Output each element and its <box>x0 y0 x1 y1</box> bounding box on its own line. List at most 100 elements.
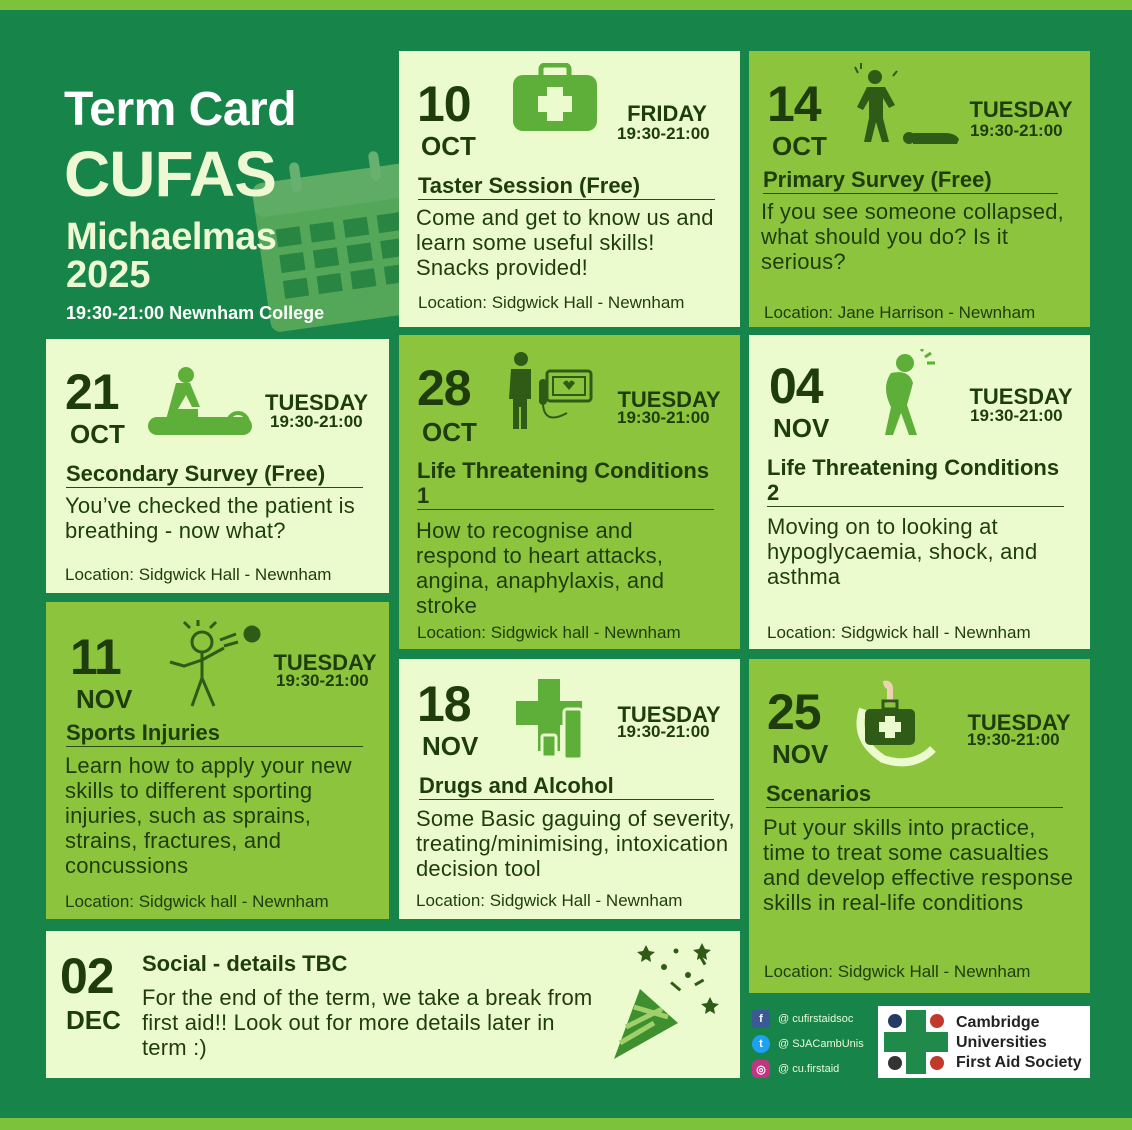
facebook-icon: f <box>752 1010 770 1028</box>
event-card-10-oct: 10 OCT FRIDAY 19:30-21:00 Taster Session… <box>399 51 740 327</box>
event-card-11-nov: 11 NOV TUESDAY 19:30-21:00 Sports Injuri… <box>46 602 389 919</box>
event-weekday: TUESDAY <box>273 650 377 675</box>
top-accent-bar <box>0 0 1132 10</box>
event-month: NOV <box>773 413 830 443</box>
event-title: Scenarios <box>766 781 1063 808</box>
social-handle: @ cu.firstaid <box>778 1063 840 1075</box>
event-time: 19:30-21:00 <box>970 121 1063 140</box>
instagram-icon: ◎ <box>752 1060 770 1078</box>
event-weekday: FRIDAY <box>627 101 707 126</box>
event-description: Some Basic gaguing of severity, treating… <box>416 806 735 881</box>
event-location: Location: Sidgwick Hall - Newnham <box>764 962 1031 981</box>
heart-attack-icon <box>509 352 593 429</box>
event-description: How to recognise and respond to heart at… <box>416 518 665 618</box>
event-day: 28 <box>417 360 472 416</box>
event-day: 04 <box>769 358 824 414</box>
event-description: You’ve checked the patient is breathing … <box>65 493 355 543</box>
event-weekday: TUESDAY <box>969 384 1073 409</box>
event-weekday: TUESDAY <box>617 387 721 412</box>
event-title: Primary Survey (Free) <box>763 167 1058 194</box>
social-instagram[interactable]: ◎ @ cu.firstaid <box>752 1058 839 1080</box>
event-month: DEC <box>66 1005 121 1035</box>
term-subtitle: 19:30-21:00 Newnham College <box>66 303 325 323</box>
event-location: Location: Sidgwick Hall - Newnham <box>416 891 683 910</box>
event-card-04-nov: 04 NOV TUESDAY 19:30-21:00 Life Threaten… <box>749 335 1090 649</box>
sports-injury-icon <box>169 620 261 707</box>
society-name: CUFAS <box>64 138 277 210</box>
medical-cross-bottle-icon <box>516 679 584 761</box>
event-time: 19:30-21:00 <box>617 408 710 427</box>
event-description: Learn how to apply your new skills to di… <box>65 753 352 878</box>
event-description: Come and get to know us and learn some u… <box>416 205 714 280</box>
logo-line-1: Cambridge <box>956 1014 1040 1031</box>
cpr-icon <box>148 367 252 435</box>
collapsed-person-icon <box>854 63 959 144</box>
event-time: 19:30-21:00 <box>617 124 710 143</box>
event-location: Location: Sidgwick hall - Newnham <box>417 623 681 642</box>
event-title: Social - details TBC <box>142 951 348 976</box>
event-month: OCT <box>772 131 827 161</box>
event-day: 11 <box>70 629 122 685</box>
party-popper-icon <box>614 943 719 1059</box>
event-day: 10 <box>417 76 472 132</box>
social-twitter[interactable]: t @ SJACambUnis <box>752 1033 864 1055</box>
twitter-icon: t <box>752 1035 770 1053</box>
event-day: 18 <box>417 676 472 732</box>
event-month: NOV <box>772 739 829 769</box>
social-handle: @ SJACambUnis <box>778 1038 864 1050</box>
event-location: Location: Sidgwick hall - Newnham <box>65 892 329 911</box>
hand-kit-icon <box>856 680 936 767</box>
event-card-14-oct: 14 OCT TUESDAY 19:30-21:00 Primary Surve… <box>749 51 1090 327</box>
calendar-icon <box>252 151 440 332</box>
term-card-header: Term Card CUFAS Michaelmas 2025 19:30-21… <box>60 82 440 332</box>
event-month: OCT <box>421 131 476 161</box>
event-title: Taster Session (Free) <box>418 173 715 200</box>
event-title: Drugs and Alcohol <box>419 773 714 800</box>
first-aid-kit-icon <box>513 63 597 131</box>
term-name: Michaelmas <box>66 216 277 258</box>
event-day: 21 <box>65 364 120 420</box>
event-time: 19:30-21:00 <box>970 406 1063 425</box>
event-weekday: TUESDAY <box>265 390 369 415</box>
event-location: Location: Sidgwick Hall - Newnham <box>65 565 332 584</box>
event-month: OCT <box>422 417 477 447</box>
event-card-21-oct: 21 OCT TUESDAY 19:30-21:00 Secondary Sur… <box>46 339 389 593</box>
event-title: Sports Injuries <box>66 720 363 747</box>
event-day: 02 <box>60 948 115 1004</box>
social-facebook[interactable]: f @ cufirstaidsoc <box>752 1008 853 1030</box>
event-weekday: TUESDAY <box>617 702 721 727</box>
event-title: Life Threatening Conditions 1 <box>417 458 714 510</box>
event-month: NOV <box>76 684 133 714</box>
event-location: Location: Jane Harrison - Newnham <box>764 303 1036 322</box>
event-month: NOV <box>422 731 479 761</box>
event-day: 25 <box>767 684 822 740</box>
society-logo: Cambridge Universities First Aid Society <box>878 1006 1090 1078</box>
event-description: Put your skills into practice, time to t… <box>763 815 1074 915</box>
event-card-18-nov: 18 NOV TUESDAY 19:30-21:00 Drugs and Alc… <box>399 659 740 919</box>
event-weekday: TUESDAY <box>967 710 1071 735</box>
logo-text: Cambridge Universities First Aid Society <box>956 1013 1082 1073</box>
event-location: Location: Sidgwick Hall - Newnham <box>418 293 685 312</box>
event-month: OCT <box>70 419 125 449</box>
social-links: f @ cufirstaidsoc t @ SJACambUnis ◎ @ cu… <box>752 1008 872 1080</box>
term-year: 2025 <box>66 254 151 296</box>
event-weekday: TUESDAY <box>969 97 1073 122</box>
event-title: Secondary Survey (Free) <box>66 461 363 488</box>
logo-line-3: First Aid Society <box>956 1054 1082 1071</box>
event-time: 19:30-21:00 <box>617 722 710 741</box>
term-card-title: Term Card <box>64 83 297 136</box>
event-card-02-dec: 02 DEC Social - details TBC For the end … <box>46 931 740 1078</box>
event-description: For the end of the term, we take a break… <box>142 985 593 1060</box>
event-card-28-oct: 28 OCT TUESDAY 19:30-21:00 Life Threaten… <box>399 335 740 649</box>
logo-line-2: Universities <box>956 1034 1047 1051</box>
event-title: Life Threatening Conditions 2 <box>767 455 1064 507</box>
social-handle: @ cufirstaidsoc <box>778 1013 854 1025</box>
event-description: If you see someone collapsed, what shoul… <box>761 199 1064 274</box>
event-description: Moving on to looking at hypoglycaemia, s… <box>767 514 1038 589</box>
event-time: 19:30-21:00 <box>967 730 1060 749</box>
event-day: 14 <box>767 76 822 132</box>
bottom-accent-bar <box>0 1118 1132 1130</box>
event-time: 19:30-21:00 <box>276 671 369 690</box>
event-card-25-nov: 25 NOV TUESDAY 19:30-21:00 Scenarios Put… <box>749 659 1090 993</box>
